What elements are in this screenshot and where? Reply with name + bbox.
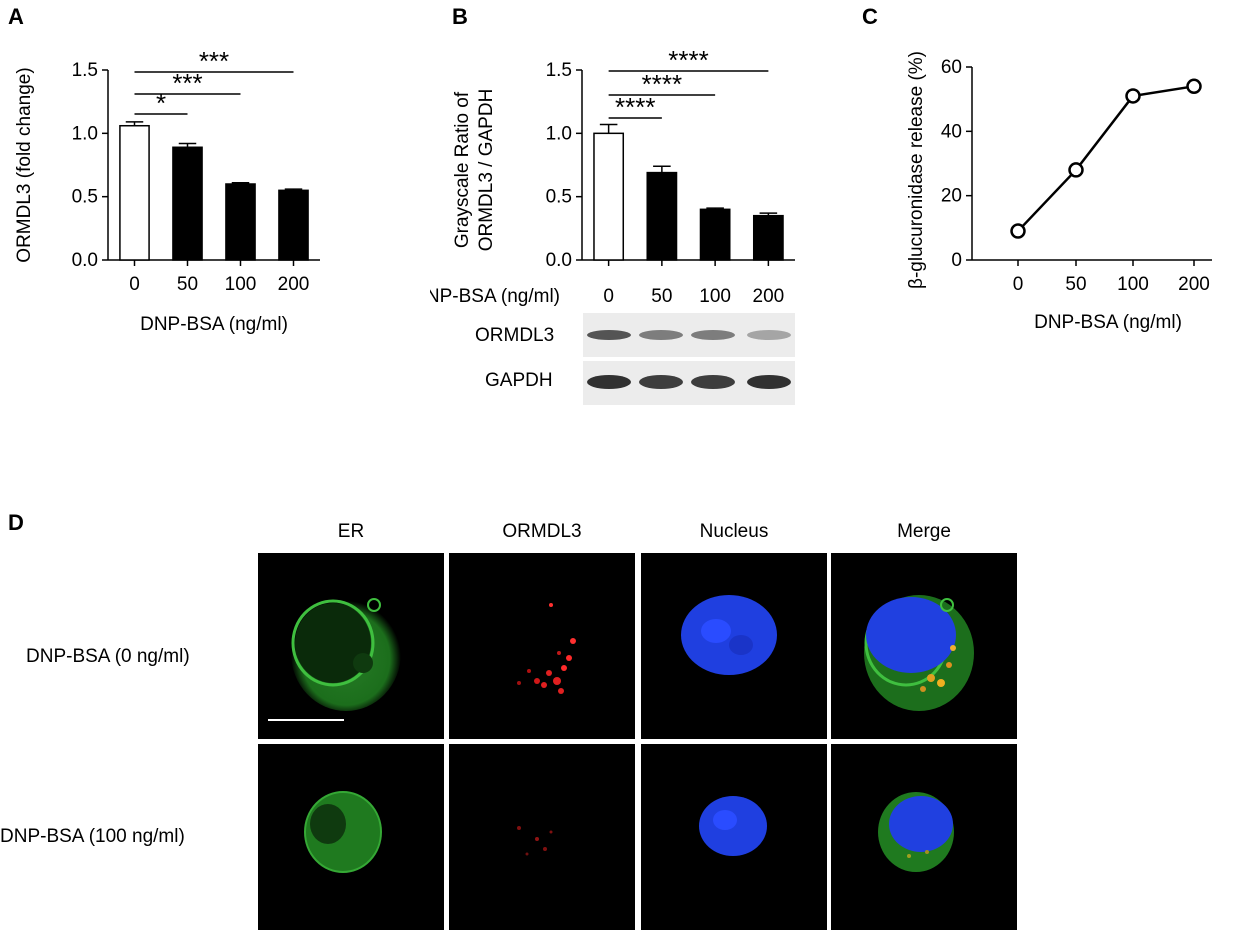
data-point	[1125, 88, 1141, 104]
y-tick-label: 0.5	[72, 187, 98, 208]
micrograph-merge-100	[831, 744, 1017, 930]
x-tick-label: 0	[129, 274, 140, 295]
x-tick-label: 50	[651, 286, 672, 307]
y-tick-label: 1.5	[72, 60, 98, 81]
bar	[278, 189, 309, 261]
blot-band-gapdh	[747, 375, 791, 389]
blot-label-gapdh: GAPDH	[485, 370, 553, 391]
column-label-er: ER	[337, 521, 365, 542]
y-axis-label-line1: Grayscale Ratio of	[452, 91, 473, 248]
western-blot-image	[583, 313, 795, 405]
chart-c: 0 20 40 60 0 50 100 200 β-glucuronidase release …	[906, 51, 1212, 333]
bar	[752, 214, 784, 261]
y-tick-label: 0.0	[72, 250, 98, 271]
significance-label: ****	[668, 45, 708, 75]
column-label-nucleus: Nucleus	[699, 521, 769, 542]
panel-b-letter: B	[452, 4, 468, 29]
blot-band-ormdl3	[587, 330, 631, 340]
x-tick-label: 100	[1117, 274, 1149, 295]
y-tick-label: 60	[941, 57, 962, 78]
column-label-merge: Merge	[897, 521, 951, 542]
data-point	[1010, 223, 1026, 239]
x-tick-label: 0	[603, 286, 614, 307]
x-axis-label: DNP-BSA (ng/ml)	[1034, 312, 1182, 333]
significance-label: ****	[615, 92, 655, 122]
series-line	[1017, 85, 1195, 232]
y-tick-label: 1.0	[72, 123, 98, 144]
y-tick-label: 1.5	[546, 60, 572, 81]
significance-label: ****	[642, 69, 682, 99]
row-label-100: DNP-BSA (100 ng/ml)	[0, 826, 185, 847]
x-axis-label: DNP-BSA (ng/ml)	[140, 314, 288, 335]
data-point	[1186, 78, 1202, 95]
blot-band-ormdl3	[639, 330, 683, 340]
x-tick-label: 200	[753, 286, 785, 307]
significance-label: ***	[172, 68, 202, 98]
micrograph-ormdl3-0	[449, 553, 635, 739]
bar	[119, 124, 150, 261]
column-label-ormdl3: ORMDL3	[502, 521, 582, 542]
blot-band-gapdh	[691, 375, 735, 389]
bar	[646, 171, 678, 261]
bar	[225, 183, 256, 261]
x-tick-label: 100	[225, 274, 257, 295]
micrograph-er-0	[258, 553, 444, 739]
x-tick-label: 50	[1065, 274, 1086, 295]
y-axis-label: β-glucuronidase release (%)	[906, 51, 927, 289]
significance-label: *	[156, 88, 166, 118]
micrograph-ormdl3-100	[449, 744, 635, 930]
bar	[699, 208, 731, 261]
panel-d-letter: D	[8, 510, 24, 535]
y-tick-label: 0.5	[546, 187, 572, 208]
significance-label: ***	[199, 46, 229, 76]
micrograph-merge-0	[831, 553, 1017, 739]
y-tick-label: 0.0	[546, 250, 572, 271]
blot-band-gapdh	[587, 375, 631, 389]
x-axis-label: DNP-BSA (ng/ml)	[430, 286, 560, 307]
chart-b: 0.00.51.01.50 50 100 200************Graysca…	[430, 45, 795, 307]
x-tick-label: 0	[1013, 274, 1024, 295]
micrograph-er-100	[258, 744, 444, 930]
bar	[172, 146, 203, 261]
x-tick-label: 200	[1178, 274, 1210, 295]
x-tick-label: 100	[699, 286, 731, 307]
blot-band-ormdl3	[691, 330, 735, 340]
y-tick-label: 0	[951, 250, 962, 271]
bar	[593, 132, 625, 261]
blot-band-ormdl3	[747, 330, 791, 340]
y-tick-label: 1.0	[546, 123, 572, 144]
chart-a: 0.00.51.01.50 50 100 200*******ORMDL3 (fold…	[14, 46, 320, 335]
panel-a-letter: A	[8, 4, 24, 29]
micrograph-nucleus-100	[641, 744, 827, 930]
y-tick-label: 40	[941, 121, 962, 142]
y-axis-label: ORMDL3 (fold change)	[14, 67, 35, 262]
x-tick-label: 50	[177, 274, 198, 295]
micrograph-nucleus-0	[641, 553, 827, 739]
y-axis-label-line2: ORMDL3 / GAPDH	[476, 89, 497, 252]
panel-c-letter: C	[862, 4, 878, 29]
blot-band-gapdh	[639, 375, 683, 389]
y-tick-label: 20	[941, 186, 962, 207]
data-point	[1068, 162, 1084, 178]
row-label-0: DNP-BSA (0 ng/ml)	[26, 646, 190, 667]
x-tick-label: 200	[278, 274, 310, 295]
blot-label-ormdl3: ORMDL3	[475, 325, 555, 346]
